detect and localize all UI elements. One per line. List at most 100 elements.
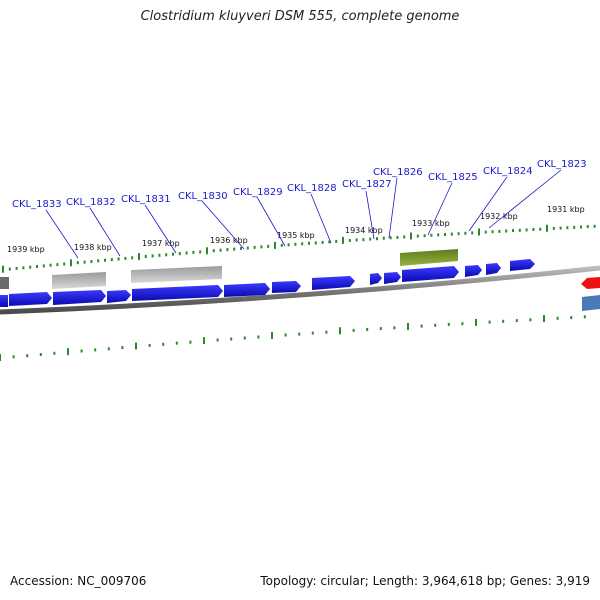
minor-tick [172,252,174,256]
inner-tick-row [0,315,586,361]
gene-label-ckl-1832[interactable]: CKL_1832 [66,197,116,208]
major-tick [342,236,344,244]
cds-arrow[interactable] [370,273,382,285]
feature-steel[interactable] [582,295,600,311]
gene-label-ckl-1830[interactable]: CKL_1830 [178,191,228,202]
minor-tick [420,324,423,328]
tick-label: 1939 kbp [7,245,45,254]
minor-tick [216,338,219,342]
gene-label-ckl-1827[interactable]: CKL_1827 [342,179,392,190]
minor-tick [348,239,351,242]
minor-tick [529,318,532,322]
tick-labels: 1939 kbp 1938 kbp 1937 kbp 1936 kbp 1935… [7,205,585,254]
gene-label-ckl-1831[interactable]: CKL_1831 [121,194,171,205]
feature-grey-left-edge[interactable] [0,277,9,289]
minor-tick [22,266,25,270]
minor-tick [178,252,181,256]
minor-tick [515,319,518,323]
minor-tick [321,240,324,244]
feature-grey[interactable] [131,266,222,283]
minor-tick [212,249,215,253]
cds-arrow[interactable] [272,281,301,293]
gene-label-ckl-1823[interactable]: CKL_1823 [537,159,587,170]
minor-tick [389,236,392,240]
minor-tick [253,245,256,249]
cds-arrow[interactable] [9,292,52,306]
minor-tick [287,243,290,247]
leader-line [388,177,398,239]
minor-tick [131,256,134,260]
cds-arrow[interactable] [312,276,355,290]
minor-tick [518,228,521,232]
major-tick [410,232,412,240]
minor-tick [559,226,562,230]
minor-tick [539,227,542,231]
cds-arrow[interactable] [53,290,106,305]
minor-tick [566,226,569,230]
major-tick [271,332,273,339]
gene-label-ckl-1828[interactable]: CKL_1828 [287,183,337,194]
major-tick [135,342,137,350]
minor-tick [423,234,426,238]
minor-tick [90,260,93,263]
cds-arrow[interactable] [224,283,270,297]
minor-tick [124,256,127,260]
tick-label: 1937 kbp [142,239,180,248]
minor-tick [416,234,419,238]
feature-grey[interactable] [52,272,106,289]
minor-tick [226,248,229,252]
feature-highlight-green[interactable] [400,249,458,266]
minor-tick [311,331,314,335]
leader-line [488,169,562,229]
tick-label: 1935 kbp [277,231,315,240]
major-tick [67,348,69,356]
map-title: Clostridium kluyveri DSM 555, complete g… [140,9,460,24]
minor-tick [393,326,396,330]
gene-label-ckl-1825[interactable]: CKL_1825 [428,172,478,183]
minor-tick [246,246,249,250]
gene-label-ckl-1833[interactable]: CKL_1833 [12,199,62,210]
minor-tick [461,322,464,326]
leader-line [45,209,79,259]
minor-tick [36,265,38,268]
leader-line [89,207,121,257]
minor-tick [447,322,450,326]
minor-tick [12,355,15,359]
tick-label: 1938 kbp [74,243,112,252]
minor-tick [94,348,97,352]
minor-tick [148,343,151,347]
minor-tick [369,237,372,241]
gene-label-ckl-1829[interactable]: CKL_1829 [233,187,283,198]
minor-tick [464,231,467,235]
major-tick [203,337,205,345]
cds-arrow[interactable] [384,272,401,284]
minor-tick [580,225,582,229]
tick-label: 1933 kbp [412,219,450,228]
cds-arrow[interactable] [510,259,535,271]
minor-tick [260,245,263,249]
cds-arrow[interactable] [465,265,482,277]
minor-tick [15,266,18,270]
minor-tick [192,250,195,254]
genome-summary-text: Topology: circular; Length: 3,964,618 bp… [260,574,590,588]
gene-label-ckl-1826[interactable]: CKL_1826 [373,167,423,178]
minor-tick [403,235,406,239]
minor-tick [491,230,494,234]
minor-tick [53,351,56,355]
major-tick [546,224,548,232]
minor-tick [593,224,596,228]
feature-red[interactable] [581,277,600,289]
minor-tick [267,244,270,248]
genome-backbone [0,265,600,315]
cds-arrow[interactable] [107,290,131,303]
minor-tick [308,241,310,245]
cds-arrow[interactable] [402,266,459,282]
minor-tick [532,228,535,231]
cds-arrow[interactable] [486,263,501,275]
minor-tick [437,233,440,237]
gene-labels: CKL_1833 CKL_1832 CKL_1831 CKL_1830 CKL_… [12,159,587,210]
gene-label-ckl-1824[interactable]: CKL_1824 [483,166,533,177]
cds-arrow[interactable] [0,295,8,307]
cds-arrow[interactable] [132,285,223,301]
